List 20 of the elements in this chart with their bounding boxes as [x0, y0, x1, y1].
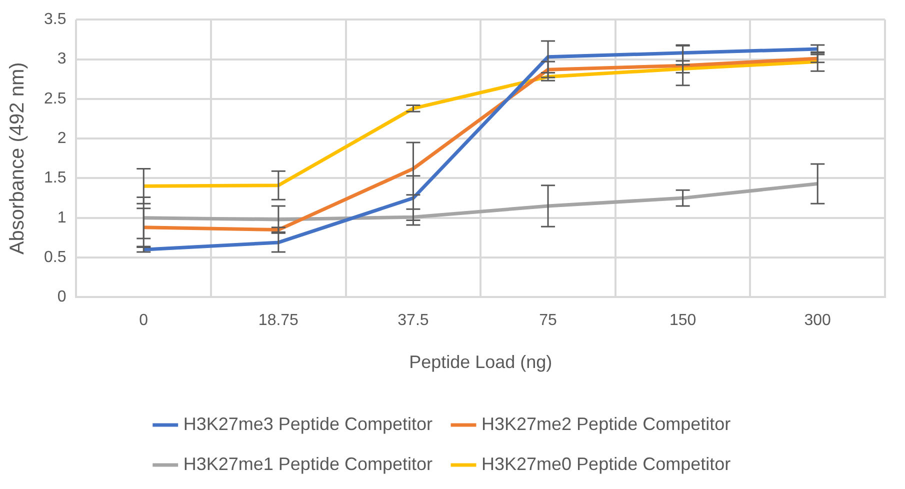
- legend-label: H3K27me0 Peptide Competitor: [482, 454, 731, 474]
- y-tick-label: 1: [57, 209, 66, 226]
- legend-label: H3K27me3 Peptide Competitor: [183, 414, 433, 434]
- y-tick-label: 2: [57, 130, 66, 147]
- y-tick-label: 0: [57, 288, 66, 306]
- y-tick-label: 3: [57, 50, 66, 68]
- y-axis-title: Absorbance (492 nm): [6, 62, 29, 255]
- x-axis-title: Peptide Load (ng): [409, 352, 552, 372]
- x-tick-label: 300: [804, 312, 832, 330]
- legend-label: H3K27me2 Peptide Competitor: [482, 414, 731, 434]
- legend-label: H3K27me1 Peptide Competitor: [183, 454, 433, 474]
- x-tick-label: 37.5: [398, 312, 429, 330]
- y-tick-label: 0.5: [44, 248, 66, 266]
- y-tick-label: 2.5: [44, 90, 66, 108]
- x-tick-label: 18.75: [258, 312, 299, 330]
- x-tick-label: 150: [669, 312, 696, 330]
- y-tick-label: 3.5: [44, 11, 66, 28]
- y-tick-label: 1.5: [44, 170, 66, 187]
- x-tick-label: 0: [139, 312, 148, 330]
- x-tick-label: 75: [539, 312, 558, 330]
